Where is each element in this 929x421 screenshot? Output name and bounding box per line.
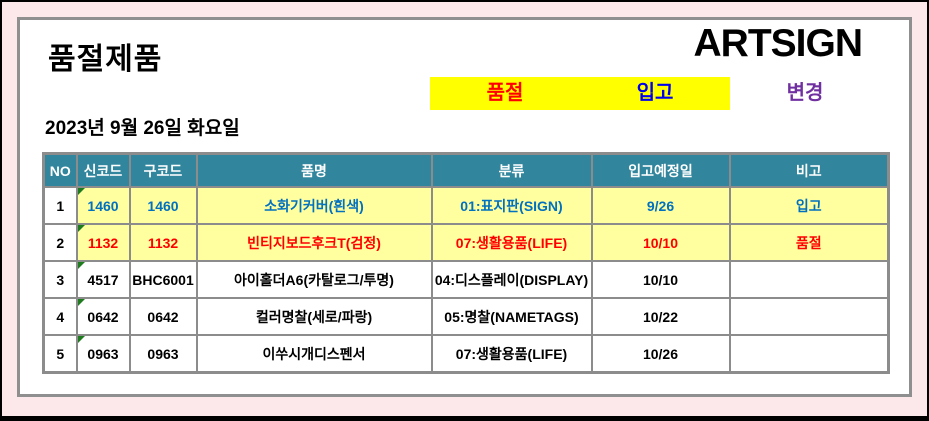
comment-triangle-icon (78, 226, 85, 232)
table-row: 2 1132 1132 빈티지보드후크T(검정) 07:생활용품(LIFE) 10/10 품… (42, 223, 890, 262)
table-header-row: NO 신코드 구코드 품명 분류 입고예정일 비고 (42, 152, 890, 188)
cell-due_date: 10/22 (590, 297, 731, 336)
cell-category: 07:생활용품(LIFE) (430, 223, 593, 262)
table-row: 1 1460 1460 소화기커버(흰색) 01:표지판(SIGN) 9/26 입고 (42, 186, 890, 225)
soldout-products-table: NO 신코드 구코드 품명 분류 입고예정일 비고 1 1460 1460 소화기커버(흰색) 01… (42, 152, 890, 374)
cell-note: 품절 (728, 223, 890, 262)
cell-old_code: BHC6001 (128, 260, 198, 299)
cell-note (728, 297, 890, 336)
column-header-note: 비고 (728, 152, 890, 188)
column-header-old_code: 구코드 (128, 152, 198, 188)
cell-new_code: 4517 (75, 260, 131, 299)
cell-due_date: 9/26 (590, 186, 731, 225)
comment-triangle-icon (78, 300, 85, 306)
column-header-due_date: 입고예정일 (590, 152, 731, 188)
cell-note (728, 260, 890, 299)
column-header-no: NO (42, 152, 78, 188)
cell-new_code: 1460 (75, 186, 131, 225)
cell-old_code: 1132 (128, 223, 198, 262)
report-date: 2023년 9월 26일 화요일 (45, 118, 240, 139)
cell-note: 입고 (728, 186, 890, 225)
cell-new_code: 0963 (75, 334, 131, 374)
status-legend: 품절 입고 변경 (430, 77, 880, 110)
cell-due_date: 10/10 (590, 260, 731, 299)
cell-category: 04:디스플레이(DISPLAY) (430, 260, 593, 299)
page-title: 품절제품 (48, 43, 163, 76)
cell-old_code: 0963 (128, 334, 198, 374)
cell-name: 이쑤시개디스펜서 (195, 334, 433, 374)
cell-name: 소화기커버(흰색) (195, 186, 433, 225)
comment-triangle-icon (78, 263, 85, 269)
cell-new_code: 0642 (75, 297, 131, 336)
cell-due_date: 10/10 (590, 223, 731, 262)
table-row: 4 0642 0642 컬러명찰(세로/파랑) 05:명찰(NAMETAGS) 10/22 (42, 297, 890, 336)
column-header-category: 분류 (430, 152, 593, 188)
cell-new_code: 1132 (75, 223, 131, 262)
cell-no: 2 (42, 223, 78, 262)
table-body: 1 1460 1460 소화기커버(흰색) 01:표지판(SIGN) 9/26 입고 2 113… (42, 186, 890, 374)
cell-no: 5 (42, 334, 78, 374)
brand-logo: ARTSIGN (693, 22, 864, 65)
legend-change-label: 변경 (786, 82, 824, 104)
cell-old_code: 0642 (128, 297, 198, 336)
cell-old_code: 1460 (128, 186, 198, 225)
cell-due_date: 10/26 (590, 334, 731, 374)
cell-category: 05:명찰(NAMETAGS) (430, 297, 593, 336)
cell-no: 4 (42, 297, 78, 336)
cell-no: 1 (42, 186, 78, 225)
comment-triangle-icon (78, 336, 85, 343)
column-header-new_code: 신코드 (75, 152, 131, 188)
table-row: 3 4517 BHC6001 아이홀더A6(카탈로그/투명) 04:디스플레이(DISP… (42, 260, 890, 299)
cell-category: 01:표지판(SIGN) (430, 186, 593, 225)
cell-name: 컬러명찰(세로/파랑) (195, 297, 433, 336)
legend-soldout-label: 품절 (430, 77, 580, 110)
cell-note (728, 334, 890, 374)
cell-name: 빈티지보드후크T(검정) (195, 223, 433, 262)
comment-triangle-icon (78, 189, 85, 195)
cell-no: 3 (42, 260, 78, 299)
column-header-name: 품명 (195, 152, 433, 188)
cell-category: 07:생활용품(LIFE) (430, 334, 593, 374)
cell-name: 아이홀더A6(카탈로그/투명) (195, 260, 433, 299)
content-panel: 품절제품 ARTSIGN 품절 입고 변경 2023년 9월 26일 화요일 N… (17, 17, 912, 397)
table-row: 5 0963 0963 이쑤시개디스펜서 07:생활용품(LIFE) 10/26 (42, 334, 890, 374)
legend-arrival-label: 입고 (580, 77, 730, 110)
